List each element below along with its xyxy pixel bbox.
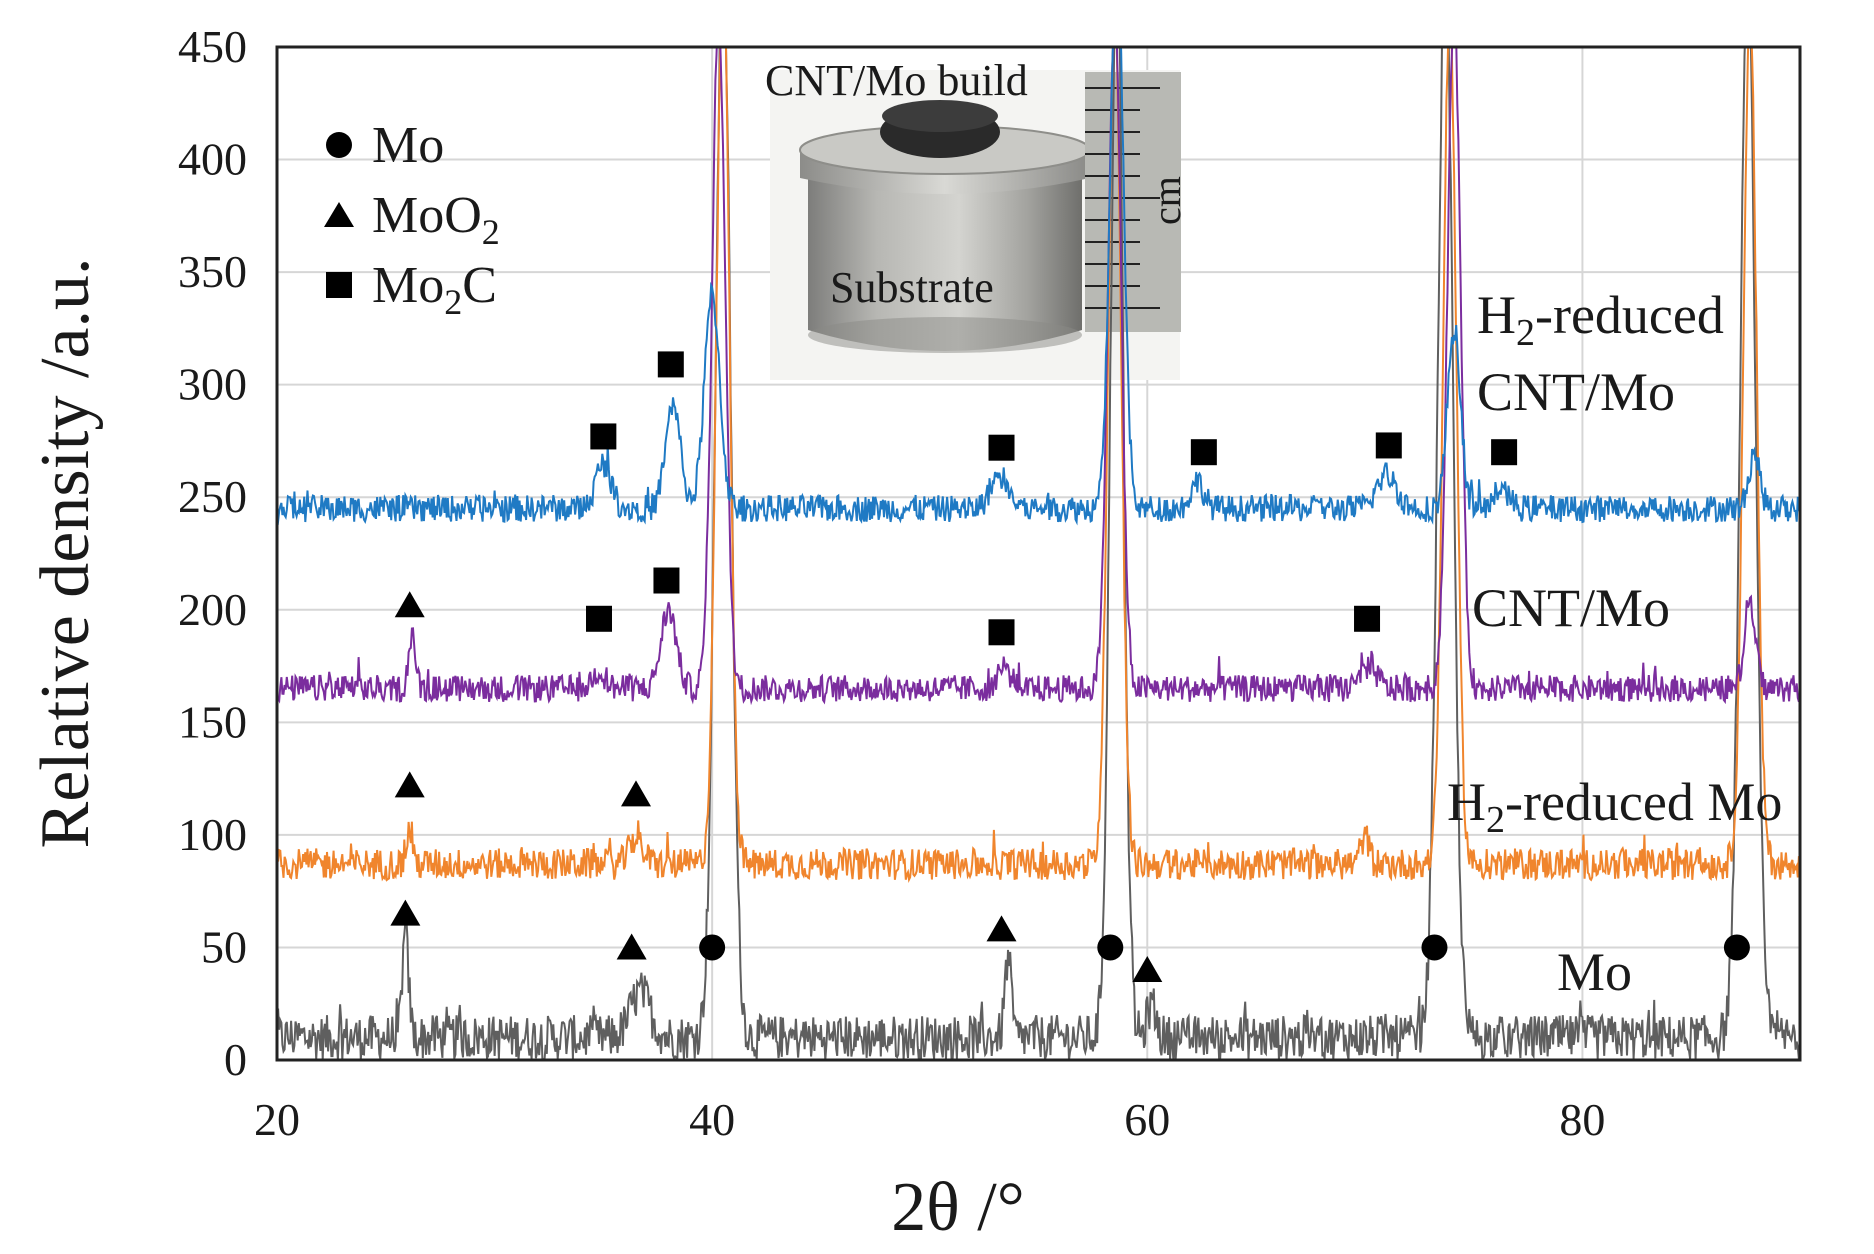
marker-mo-circle	[1723, 934, 1750, 961]
marker-mo2c-square	[1375, 432, 1402, 459]
label-h2-main: H	[1477, 285, 1516, 345]
marker-moo2-triangle	[620, 780, 651, 807]
legend: Mo MoO2 Mo2C	[324, 117, 500, 322]
y-tick-label: 450	[178, 21, 247, 72]
marker-mo2c-square	[657, 351, 684, 378]
ruler	[1085, 72, 1181, 332]
marker-group	[390, 351, 1750, 982]
label-h2-reduced-mo: H2-reduced Mo	[1447, 772, 1782, 841]
label-h2mo-sub: 2	[1486, 799, 1505, 841]
inset-photo: CNT/Mo build Substrate cm	[765, 56, 1189, 380]
legend-label-moo2: MoO2	[372, 187, 500, 252]
marker-moo2-triangle	[394, 771, 425, 798]
label-h2-rest: -reduced	[1535, 285, 1724, 345]
marker-mo2c-square	[586, 605, 613, 632]
plot-frame	[275, 45, 1802, 1062]
marker-mo-circle	[699, 934, 726, 961]
legend-label-mo2c-main: Mo	[372, 257, 444, 314]
legend-circle-icon	[326, 132, 352, 158]
x-tick-label: 60	[1124, 1094, 1170, 1145]
marker-moo2-triangle	[616, 933, 647, 960]
legend-square-icon	[326, 272, 352, 298]
label-h2-sub: 2	[1516, 312, 1535, 354]
legend-label-mo2c-tail: C	[462, 257, 497, 314]
substrate-cylinder	[808, 170, 1082, 351]
y-axis-title: Relative density /a.u.	[27, 258, 104, 849]
label-h2-reduced-cnt-mo-line1: H2-reduced	[1477, 285, 1724, 354]
y-tick-label: 400	[178, 134, 247, 185]
label-h2-reduced-cnt-mo-line2: CNT/Mo	[1477, 362, 1675, 422]
legend-label-mo2c: Mo2C	[372, 257, 497, 322]
x-tick-labels: 20 40 60 80	[254, 1094, 1605, 1145]
label-h2mo-rest: -reduced Mo	[1505, 772, 1782, 832]
cnt-mo-build-top	[882, 100, 998, 132]
marker-mo2c-square	[988, 434, 1015, 461]
series-line-cnt-mo	[277, 47, 1800, 706]
y-tick-label: 100	[178, 809, 247, 860]
marker-moo2-triangle	[390, 899, 421, 926]
series-line-h2-reduced-mo	[277, 47, 1800, 884]
legend-label-mo: Mo	[372, 117, 444, 174]
marker-mo2c-square	[590, 423, 617, 450]
marker-mo-circle	[1421, 934, 1448, 961]
marker-mo2c-square	[1190, 439, 1217, 466]
series-group	[277, 47, 1800, 1060]
substrate-base-shadow	[808, 317, 1082, 353]
y-tick-label: 200	[178, 584, 247, 635]
marker-moo2-triangle	[986, 915, 1017, 942]
y-tick-label: 0	[224, 1034, 247, 1085]
series-line-h2-reduced-cnt-mo	[277, 47, 1800, 526]
marker-moo2-triangle	[394, 591, 425, 618]
marker-mo2c-square	[988, 619, 1015, 646]
marker-mo2c-square	[653, 567, 680, 594]
x-axis-title: 2θ /°	[891, 1169, 1024, 1246]
marker-moo2-triangle	[1132, 955, 1163, 982]
y-tick-label: 350	[178, 246, 247, 297]
y-tick-label: 150	[178, 696, 247, 747]
x-tick-label: 20	[254, 1094, 300, 1145]
inset-title: CNT/Mo build	[765, 56, 1028, 105]
label-mo: Mo	[1557, 942, 1632, 1002]
x-tick-label: 80	[1559, 1094, 1605, 1145]
label-cnt-mo: CNT/Mo	[1472, 578, 1670, 638]
x-tick-label: 40	[689, 1094, 735, 1145]
inset-unit-label: cm	[1144, 176, 1189, 225]
marker-mo-circle	[1097, 934, 1124, 961]
series-line-mo	[277, 47, 1800, 1060]
legend-label-moo2-sub: 2	[482, 212, 500, 252]
marker-mo2c-square	[1354, 605, 1381, 632]
legend-label-moo2-main: MoO	[372, 187, 482, 244]
inset-substrate-label: Substrate	[830, 263, 994, 312]
label-h2mo-main: H	[1447, 772, 1486, 832]
marker-mo2c-square	[1491, 439, 1518, 466]
legend-label-mo2c-sub: 2	[444, 282, 462, 322]
y-tick-label: 50	[201, 921, 247, 972]
legend-triangle-icon	[324, 202, 354, 227]
y-tick-label: 250	[178, 471, 247, 522]
y-tick-label: 300	[178, 359, 247, 410]
y-tick-labels: 0 50 100 150 200 250 300 350 400 450	[178, 21, 247, 1085]
